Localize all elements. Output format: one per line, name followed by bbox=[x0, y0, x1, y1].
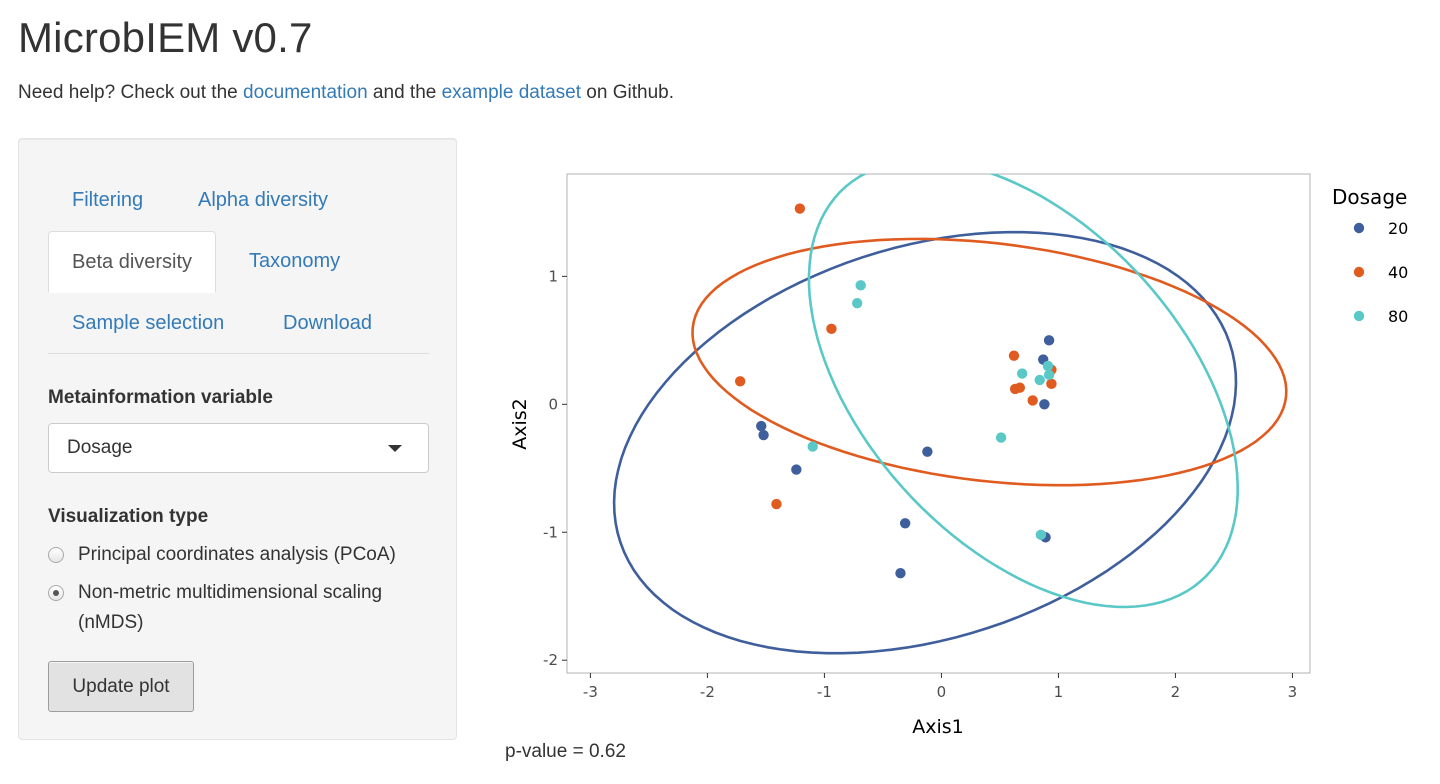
metainfo-selected-value: Dosage bbox=[67, 437, 133, 458]
point-dosage-40 bbox=[1046, 378, 1057, 390]
point-dosage-80 bbox=[1043, 369, 1055, 381]
legend-label-20: 20 bbox=[1388, 219, 1408, 238]
point-dosage-20 bbox=[756, 420, 767, 432]
x-tick-label: 1 bbox=[1054, 683, 1064, 701]
legend-key-20 bbox=[1353, 222, 1365, 234]
point-dosage-80 bbox=[1042, 360, 1054, 372]
point-dosage-40 bbox=[1014, 382, 1026, 393]
legend-label-40: 40 bbox=[1388, 263, 1408, 282]
radio-label-nmds: Non-metric multidimensional scaling (nMD… bbox=[78, 582, 383, 633]
help-prefix: Need help? Check out the bbox=[18, 82, 243, 103]
legend-key-40 bbox=[1353, 266, 1365, 278]
x-tick-label: -2 bbox=[700, 683, 715, 701]
tab-alpha-diversity[interactable]: Alpha diversity bbox=[198, 189, 329, 211]
nmds-chart: -3 -2 -1 0 1 2 3 -2 -1 0 1 Axis1 Axis2 Dosage 20 40… bbox=[509, 173, 1408, 738]
y-tick-label: -2 bbox=[543, 651, 558, 669]
point-dosage-40 bbox=[734, 376, 746, 387]
update-plot-button[interactable]: Update plot bbox=[48, 661, 194, 712]
tab-divider bbox=[48, 353, 429, 354]
radio-button-checked[interactable] bbox=[48, 585, 64, 601]
point-dosage-80 bbox=[1035, 529, 1047, 541]
point-dosage-80 bbox=[855, 280, 866, 291]
point-dosage-80 bbox=[995, 432, 1007, 443]
point-dosage-20 bbox=[1043, 335, 1055, 346]
tab-download[interactable]: Download bbox=[283, 312, 372, 334]
point-dosage-20 bbox=[1039, 399, 1050, 410]
x-tick-label: 3 bbox=[1288, 683, 1298, 701]
ellipse-dosage-80 bbox=[807, 174, 1240, 609]
sidebar-panel: Filtering Alpha diversity Beta diversity… bbox=[18, 138, 457, 740]
plot-panel bbox=[566, 173, 1311, 674]
tab-filtering[interactable]: Filtering bbox=[72, 189, 144, 211]
help-mid: and the bbox=[367, 82, 442, 103]
ellipse-dosage-20 bbox=[612, 230, 1238, 655]
tab-beta-diversity[interactable]: Beta diversity bbox=[48, 231, 217, 293]
point-dosage-20 bbox=[899, 518, 911, 529]
point-dosage-20 bbox=[758, 429, 769, 441]
point-dosage-40 bbox=[826, 323, 837, 335]
point-dosage-80 bbox=[1034, 374, 1045, 386]
point-dosage-80 bbox=[851, 298, 863, 309]
y-tick-label: -1 bbox=[543, 523, 558, 541]
x-axis-title: Axis1 bbox=[912, 716, 964, 738]
confidence-ellipses bbox=[612, 174, 1288, 655]
legend-title: Dosage bbox=[1332, 185, 1407, 209]
ellipse-dosage-40 bbox=[691, 237, 1288, 487]
viz-type-label: Visualization type bbox=[48, 506, 209, 527]
y-axis-title: Axis2 bbox=[509, 398, 531, 450]
tab-sample-selection[interactable]: Sample selection bbox=[72, 312, 225, 334]
radio-button[interactable] bbox=[48, 547, 64, 563]
point-dosage-20 bbox=[791, 464, 802, 475]
point-dosage-20 bbox=[895, 568, 906, 579]
point-dosage-40 bbox=[794, 203, 806, 214]
metainfo-label: Metainformation variable bbox=[48, 387, 273, 408]
x-tick-label: 0 bbox=[937, 683, 947, 701]
point-dosage-40 bbox=[1008, 350, 1020, 361]
data-points bbox=[734, 203, 1057, 579]
example-dataset-link[interactable]: example dataset bbox=[441, 82, 582, 103]
help-suffix: on Github. bbox=[581, 82, 674, 103]
tab-taxonomy[interactable]: Taxonomy bbox=[249, 250, 341, 272]
p-value-text: p-value = 0.62 bbox=[505, 741, 626, 762]
legend-label-80: 80 bbox=[1388, 307, 1408, 326]
point-dosage-40 bbox=[771, 498, 782, 510]
legend-key-80 bbox=[1353, 310, 1365, 322]
help-text: Need help? Check out the documentation a… bbox=[18, 82, 674, 104]
x-tick-label: 2 bbox=[1171, 683, 1181, 701]
documentation-link[interactable]: documentation bbox=[243, 82, 368, 103]
x-tick-label: -3 bbox=[583, 683, 598, 701]
x-tick-label: -1 bbox=[817, 683, 832, 701]
caret-down-icon bbox=[388, 445, 402, 452]
y-tick-label: 0 bbox=[548, 395, 558, 413]
app-title: MicrobIEM v0.7 bbox=[18, 14, 313, 61]
point-dosage-40 bbox=[1027, 395, 1038, 406]
metainfo-select[interactable]: Dosage bbox=[48, 423, 429, 473]
legend: 20 40 80 bbox=[1353, 219, 1408, 326]
axes: -3 -2 -1 0 1 2 3 -2 -1 0 1 bbox=[543, 267, 1297, 701]
radio-label-pcoa: Principal coordinates analysis (PCoA) bbox=[78, 544, 396, 565]
point-dosage-80 bbox=[807, 441, 818, 452]
point-dosage-80 bbox=[1016, 368, 1028, 379]
point-dosage-20 bbox=[922, 446, 933, 457]
y-tick-label: 1 bbox=[548, 267, 558, 285]
